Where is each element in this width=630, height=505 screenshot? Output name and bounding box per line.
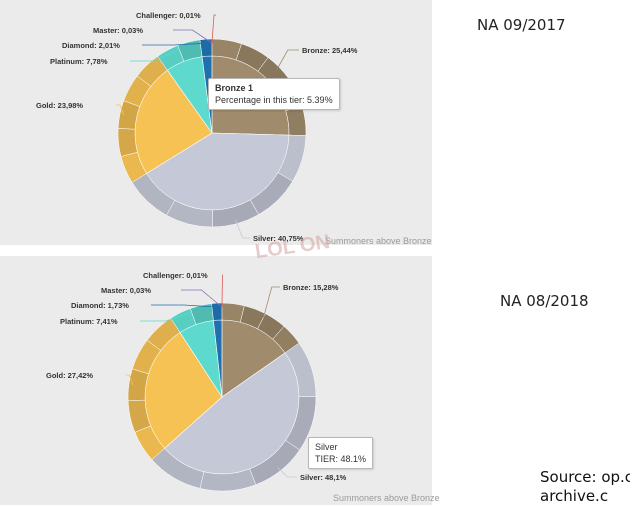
data-label-challenger: Challenger: 0,01% (136, 11, 201, 20)
slice-gold[interactable] (117, 56, 213, 183)
slice-diamond[interactable] (211, 302, 223, 398)
slice-gold[interactable] (127, 317, 223, 460)
slice-gold-division[interactable] (117, 128, 138, 157)
slice-bronze-division[interactable] (285, 105, 307, 136)
data-label-silver: Silver: 48,1% (300, 473, 347, 482)
connector-platinum (140, 311, 192, 322)
chart-title-2017: NA 09/2017 (477, 16, 566, 34)
connector-master (181, 289, 223, 308)
slice-bronze[interactable] (221, 302, 300, 398)
data-label-master: Master: 0,03% (93, 26, 143, 35)
pie-chart-2017: Bronze: 25,44% Silver: 40,75% Gold: 23,98%… (36, 11, 358, 243)
tooltip-text: TIER: 48.1% (315, 454, 367, 464)
tooltip-title: Bronze 1 (215, 83, 254, 93)
connector-gold (126, 374, 134, 386)
data-label-master: Master: 0,03% (101, 286, 151, 295)
connector-gold (116, 104, 125, 116)
connector-silver (277, 467, 297, 478)
slice-diamond-division[interactable] (211, 302, 223, 321)
data-label-bronze: Bronze: 25,44% (302, 46, 358, 55)
tooltip-2018: Silver TIER: 48.1% (308, 437, 374, 469)
connector-master (173, 29, 213, 44)
source-line-1: Source: op.c (540, 468, 630, 486)
tooltip-text: Percentage in this tier: 5.39% (215, 95, 333, 105)
connector-silver (235, 219, 250, 239)
connector-challenger (211, 14, 216, 44)
slice-platinum[interactable] (170, 303, 223, 398)
chart-footer-2018: Summoners above Bronze (333, 493, 440, 503)
tooltip-2017: Bronze 1 Percentage in this tier: 5.39% (208, 78, 340, 110)
data-label-challenger: Challenger: 0,01% (143, 271, 208, 280)
chart-title-2018: NA 08/2018 (500, 292, 589, 310)
data-label-platinum: Platinum: 7,41% (60, 317, 118, 326)
source-line-2: archive.c (540, 487, 609, 505)
connector-diamond (142, 42, 207, 46)
data-label-gold: Gold: 23,98% (36, 101, 83, 110)
data-label-bronze: Bronze: 15,28% (283, 283, 339, 292)
chart-footer-2017: Summoners above Bronze (325, 236, 432, 246)
pie-chart-2018: Bronze: 15,28% Silver: 48,1% Gold: 27,42% P… (46, 271, 347, 492)
data-label-diamond: Diamond: 1,73% (71, 301, 129, 310)
data-label-silver: Silver: 40,75% (253, 234, 304, 243)
slice-silver[interactable] (131, 132, 307, 228)
connector-platinum (130, 48, 180, 62)
connector-diamond (151, 304, 217, 308)
tooltip-title: Silver (315, 442, 338, 452)
connector-bronze (263, 286, 280, 318)
slice-silver[interactable] (151, 342, 317, 492)
connector-bronze (276, 49, 299, 71)
slice-platinum[interactable] (157, 39, 213, 134)
data-label-gold: Gold: 27,42% (46, 371, 93, 380)
connector-challenger (221, 274, 223, 308)
chart-panel-2017: Bronze: 25,44% Silver: 40,75% Gold: 23,98%… (0, 0, 432, 245)
data-label-diamond: Diamond: 2,01% (62, 41, 120, 50)
data-label-platinum: Platinum: 7,78% (50, 57, 108, 66)
